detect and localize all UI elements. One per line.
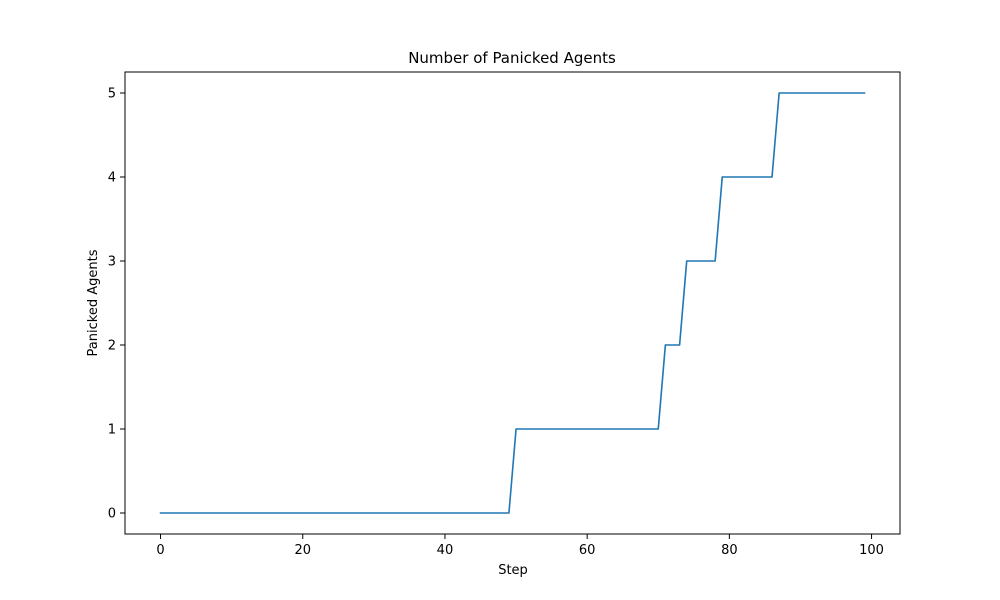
y-tick-label-3: 3 bbox=[108, 255, 116, 270]
y-tick-label-4: 4 bbox=[108, 171, 116, 186]
y-axis-label: Panicked Agents bbox=[86, 249, 101, 356]
chart-title: Number of Panicked Agents bbox=[408, 49, 616, 67]
x-tick-label-60: 60 bbox=[579, 543, 596, 558]
x-tick-label-100: 100 bbox=[859, 543, 884, 558]
x-axis-label: Step bbox=[498, 563, 528, 578]
x-tick-label-40: 40 bbox=[437, 543, 454, 558]
y-tick-label-1: 1 bbox=[108, 423, 116, 438]
y-tick-label-5: 5 bbox=[108, 87, 116, 102]
y-tick-label-2: 2 bbox=[108, 339, 116, 354]
series-line-0 bbox=[159, 92, 866, 514]
plot-frame bbox=[124, 71, 901, 535]
x-tick-label-0: 0 bbox=[156, 543, 164, 558]
y-tick-label-0: 0 bbox=[108, 507, 116, 522]
plot-area: 0 20 40 60 80 100 0 1 2 3 4 5 bbox=[108, 71, 901, 558]
x-tick-label-20: 20 bbox=[294, 543, 311, 558]
x-tick-label-80: 80 bbox=[721, 543, 738, 558]
